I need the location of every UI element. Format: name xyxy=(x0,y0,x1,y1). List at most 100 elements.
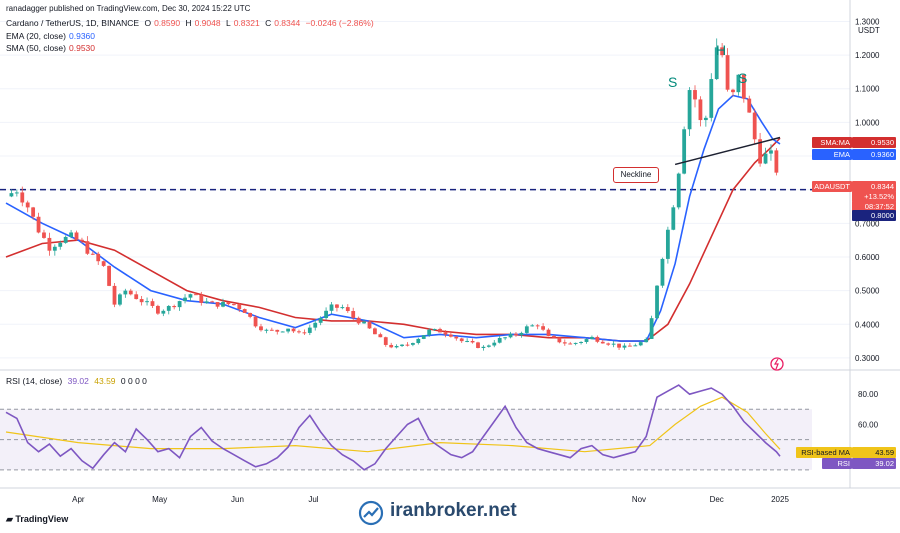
ohlc-high-label: H xyxy=(185,18,192,28)
sma-50-line xyxy=(5,137,781,342)
price-grid xyxy=(0,20,850,359)
candle-body xyxy=(676,173,681,208)
candle-body xyxy=(231,304,236,306)
candle-body xyxy=(253,316,258,327)
candle-body xyxy=(687,90,692,130)
candle-body xyxy=(118,294,122,305)
candle-body xyxy=(562,342,567,344)
candle-body xyxy=(410,343,415,345)
candle-body xyxy=(655,285,659,319)
candle-body xyxy=(649,318,654,339)
candle-body xyxy=(763,153,768,164)
candle-body xyxy=(58,242,63,247)
candle-body xyxy=(259,326,263,331)
candle-body xyxy=(758,139,763,164)
price-tick-label: 0.4000 xyxy=(855,320,880,329)
candle-body xyxy=(421,335,426,339)
candle-body xyxy=(535,325,540,327)
candle-body xyxy=(752,112,757,140)
candle-body xyxy=(448,334,453,337)
candle-body xyxy=(405,344,410,346)
sma-legend[interactable]: SMA (50, close) 0.9530 xyxy=(6,43,98,53)
price-tick-label: 0.5000 xyxy=(855,287,880,296)
neckline-callout[interactable]: Neckline xyxy=(613,167,659,183)
candle-body xyxy=(584,339,589,342)
right-shoulder-label: S xyxy=(738,70,748,86)
rsi-tick-label: 80.00 xyxy=(858,390,879,399)
candle-body xyxy=(340,307,345,309)
candle-body xyxy=(682,129,687,174)
candle-body xyxy=(481,346,486,348)
candle-body xyxy=(660,258,665,286)
support-tag: 0.8000 xyxy=(852,210,896,221)
ema-legend[interactable]: EMA (20, close) 0.9360 xyxy=(6,31,98,41)
candle-body xyxy=(210,301,215,303)
candle-body xyxy=(193,294,198,296)
sma-legend-label: SMA (50, close) xyxy=(6,43,66,53)
tradingview-logo[interactable]: ▰ TradingView xyxy=(6,514,68,525)
candle-body xyxy=(128,290,133,295)
candle-body xyxy=(573,342,578,344)
candle-body xyxy=(286,328,291,332)
flash-icon[interactable] xyxy=(770,357,784,371)
candle-body xyxy=(665,229,670,259)
candle-body xyxy=(443,332,448,335)
candle-body xyxy=(161,310,166,314)
time-tick-label: Dec xyxy=(710,495,724,504)
symbol-name[interactable]: Cardano / TetherUS, 1D, BINANCE xyxy=(6,18,140,28)
candle-body xyxy=(519,332,524,336)
candle-body xyxy=(101,261,106,266)
time-tick-label: Jul xyxy=(308,495,318,504)
candle-body xyxy=(671,207,676,230)
tv-logo-icon: ▰ xyxy=(6,514,16,524)
candle-body xyxy=(297,331,301,333)
candles xyxy=(9,38,779,351)
price-tick-label: 0.7000 xyxy=(855,219,880,228)
neckline-line[interactable] xyxy=(674,136,781,166)
time-axis[interactable]: Apr May Jun Jul Nov Dec 2025 xyxy=(72,495,789,504)
candle-body xyxy=(378,334,383,338)
candle-body xyxy=(459,338,464,342)
candle-body xyxy=(389,344,394,348)
price-tick-label: 1.2000 xyxy=(855,51,880,60)
candle-body xyxy=(606,343,611,345)
candle-body xyxy=(546,329,551,336)
candle-body xyxy=(524,326,529,333)
candle-body xyxy=(714,47,719,80)
candle-body xyxy=(454,336,459,339)
ohlc-open: 0.8590 xyxy=(154,18,181,28)
candle-body xyxy=(595,336,600,342)
candle-body xyxy=(9,193,14,197)
candle-body xyxy=(199,294,204,303)
candle-body xyxy=(215,302,220,307)
candle-body xyxy=(242,309,247,313)
candle-body xyxy=(427,329,432,336)
rsi-ma-tag: 43.59 xyxy=(852,447,896,458)
time-tick-label: May xyxy=(152,495,167,504)
candle-body xyxy=(275,329,280,332)
rsi-ma-tag-label: RSI-based MA xyxy=(796,447,852,458)
sma-tag-label: SMA:MA xyxy=(812,137,852,148)
candle-body xyxy=(177,301,182,308)
candle-body xyxy=(590,336,594,340)
rsi-levels xyxy=(0,408,812,471)
sma-tag: 0.9530 xyxy=(852,137,896,148)
rsi-legend[interactable]: RSI (14, close) 39.02 43.59 0 0 0 0 xyxy=(6,376,150,386)
currency-label[interactable]: USDT xyxy=(858,26,880,35)
candle-body xyxy=(221,302,225,307)
candle-body xyxy=(150,301,155,306)
tv-logo-text: TradingView xyxy=(15,514,69,524)
sma-legend-value: 0.9530 xyxy=(69,43,95,53)
candle-body xyxy=(497,338,502,343)
candle-body xyxy=(400,344,404,347)
candle-body xyxy=(156,305,160,314)
ohlc-low-label: L xyxy=(225,18,231,28)
ohlc-high: 0.9048 xyxy=(194,18,221,28)
ema-legend-label: EMA (20, close) xyxy=(6,31,66,41)
candle-body xyxy=(107,265,111,286)
candle-body xyxy=(503,337,508,339)
candle-body xyxy=(134,294,139,300)
candle-body xyxy=(720,47,725,56)
candle-body xyxy=(172,306,177,308)
